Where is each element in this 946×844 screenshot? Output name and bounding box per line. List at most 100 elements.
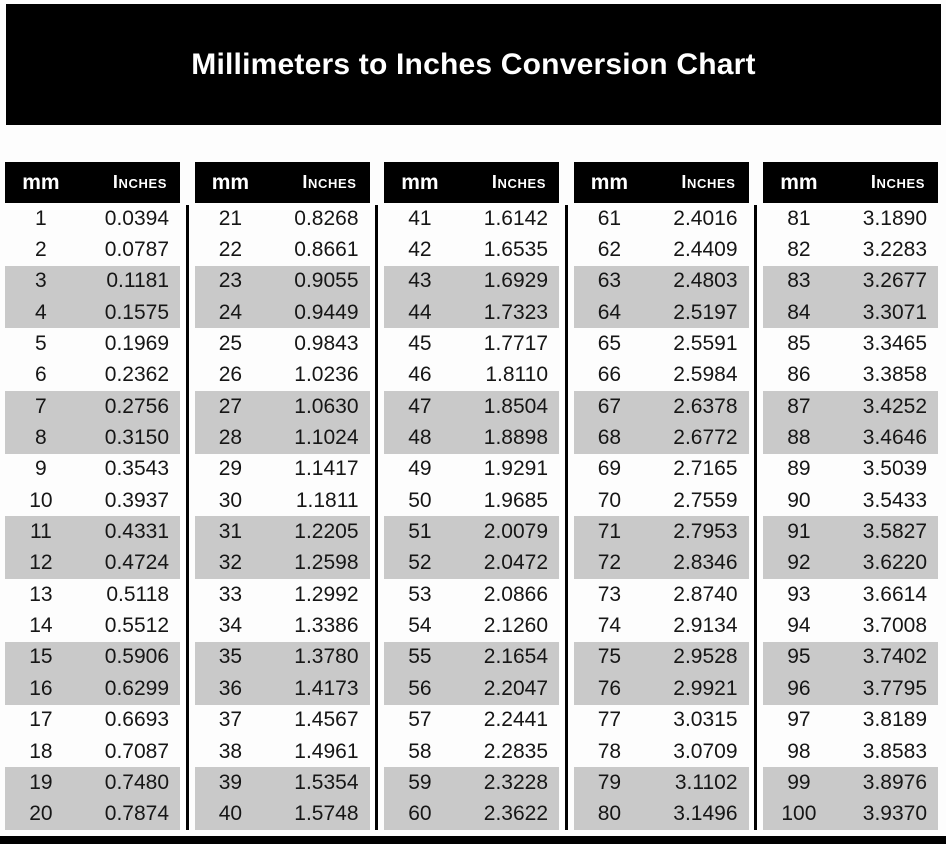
table-divider	[185, 205, 189, 830]
inches-value: 0.1969	[104, 332, 169, 356]
mm-value: 90	[787, 488, 811, 512]
table-row: 62 2.4409	[574, 234, 749, 265]
inches-value: 2.2835	[483, 739, 548, 763]
page-title: Millimeters to Inches Conversion Chart	[191, 47, 756, 81]
mm-value: 37	[218, 708, 243, 732]
table-row: 100 3.9370	[763, 798, 938, 830]
mm-value: 82	[787, 238, 811, 262]
conversion-table-4: mm Inches 61 2.4016 62 2.4409 63 2.4803 64 2.5197…	[573, 162, 749, 830]
inches-value: 0.0787	[104, 238, 169, 262]
table-row: 9 0.3543	[5, 454, 180, 485]
table-row: 39 1.5354	[194, 767, 370, 799]
table-body: 41 1.6142 42 1.6535 43 1.6929 44 1.7323 45 1.7717…	[384, 203, 559, 830]
mm-value: 53	[408, 582, 432, 606]
inches-value: 2.0472	[483, 551, 548, 575]
inches-value: 0.7874	[104, 802, 169, 826]
inches-value: 3.1102	[674, 770, 738, 794]
inches-value: 3.3071	[862, 300, 927, 324]
table-row: 50 1.9685	[384, 485, 559, 516]
column-header-mm: mm	[211, 170, 250, 194]
table-header: mm Inches	[194, 162, 370, 203]
mm-value: 64	[597, 300, 622, 324]
mm-value: 30	[218, 488, 243, 512]
conversion-table-2: mm Inches 21 0.8268 22 0.8661 23 0.9055 24 0.9449…	[194, 162, 370, 830]
inches-value: 2.8740	[673, 582, 738, 606]
inches-value: 2.8346	[673, 551, 738, 575]
inches-value: 1.2992	[294, 582, 359, 606]
mm-value: 24	[218, 300, 243, 324]
table-row: 53 2.0866	[384, 579, 559, 610]
table-row: 61 2.4016	[574, 203, 749, 234]
table-row: 10 0.3937	[5, 485, 180, 516]
table-row: 71 2.7953	[573, 516, 749, 548]
mm-value: 63	[597, 269, 622, 293]
mm-value: 6	[35, 363, 47, 387]
table-row: 84 3.3071	[763, 297, 938, 329]
inches-value: 0.3150	[104, 426, 169, 450]
mm-value: 32	[218, 551, 243, 575]
inches-value: 2.5197	[673, 300, 738, 324]
inches-value: 1.1024	[294, 426, 359, 450]
mm-value: 28	[218, 426, 243, 450]
table-row: 5 0.1969	[5, 328, 180, 359]
inches-value: 2.9528	[673, 645, 738, 669]
mm-value: 38	[218, 739, 243, 763]
table-row: 25 0.9843	[195, 328, 370, 359]
mm-value: 96	[787, 676, 811, 700]
table-row: 6 0.2362	[5, 360, 180, 391]
inches-value: 2.2441	[483, 708, 548, 732]
table-row: 4 0.1575	[5, 297, 180, 329]
table-row: 94 3.7008	[763, 610, 938, 641]
inches-value: 1.7323	[483, 300, 548, 324]
mm-value: 18	[29, 739, 53, 763]
mm-value: 40	[218, 802, 243, 826]
inches-value: 1.1417	[294, 457, 359, 481]
inches-value: 0.5512	[104, 614, 169, 638]
table-row: 58 2.2835	[384, 736, 559, 767]
mm-value: 100	[781, 802, 817, 826]
inches-value: 0.1575	[104, 300, 169, 324]
inches-value: 3.2677	[862, 269, 927, 293]
table-row: 88 3.4646	[763, 422, 938, 454]
table-row: 99 3.8976	[763, 767, 938, 799]
table-divider	[564, 205, 568, 830]
inches-value: 3.3858	[862, 363, 927, 387]
mm-value: 10	[29, 488, 53, 512]
inches-value: 3.5433	[862, 488, 927, 512]
table-row: 34 1.3386	[195, 610, 370, 641]
table-row: 51 2.0079	[384, 516, 559, 548]
mm-value: 5	[35, 332, 47, 356]
inches-value: 0.3937	[104, 488, 169, 512]
inches-value: 1.0236	[294, 363, 359, 387]
mm-value: 44	[408, 300, 432, 324]
table-row: 56 2.2047	[384, 673, 559, 705]
mm-value: 22	[218, 238, 243, 262]
conversion-table-3: mm Inches 41 1.6142 42 1.6535 43 1.6929 44 1.7323…	[384, 162, 559, 830]
table-row: 29 1.1417	[195, 454, 370, 485]
column-header-inches: Inches	[491, 172, 546, 192]
table-row: 21 0.8268	[195, 203, 370, 234]
mm-value: 57	[408, 708, 432, 732]
mm-value: 88	[787, 426, 811, 450]
mm-value: 91	[787, 520, 811, 544]
table-row: 66 2.5984	[574, 360, 749, 391]
inches-value: 1.2205	[294, 520, 359, 544]
table-row: 14 0.5512	[5, 610, 180, 641]
mm-value: 55	[408, 645, 432, 669]
mm-value: 26	[218, 363, 243, 387]
inches-value: 0.5906	[104, 645, 169, 669]
table-row: 23 0.9055	[194, 265, 370, 298]
mm-value: 14	[29, 614, 53, 638]
table-row: 30 1.1811	[195, 485, 370, 516]
table-row: 97 3.8189	[763, 705, 938, 736]
mm-value: 60	[408, 802, 432, 826]
mm-value: 81	[787, 206, 811, 230]
mm-value: 20	[29, 802, 53, 826]
mm-value: 89	[787, 457, 811, 481]
inches-value: 3.9370	[862, 802, 927, 826]
title-band: Millimeters to Inches Conversion Chart	[6, 4, 941, 125]
mm-value: 29	[218, 457, 243, 481]
mm-value: 11	[29, 520, 52, 544]
mm-value: 27	[218, 394, 243, 418]
inches-value: 3.8976	[862, 770, 927, 794]
